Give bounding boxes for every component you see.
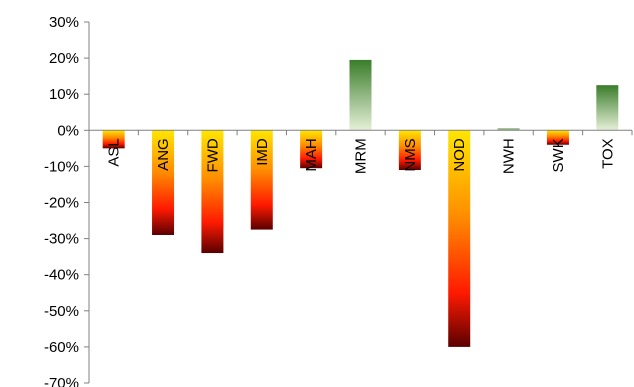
bar-asl xyxy=(102,130,125,149)
bar-ang xyxy=(152,130,175,235)
bar-tox xyxy=(596,85,619,131)
bar-fwd xyxy=(201,130,224,254)
y-axis: 30% 20% 10% 0% -10% -20% -30% -40% -50% -60% -70% xyxy=(44,14,90,387)
x-category-label: TOX xyxy=(599,138,616,169)
y-tick-label: -10% xyxy=(44,158,79,175)
y-tick-label: 10% xyxy=(49,86,79,103)
x-category-label: MRM xyxy=(353,138,370,174)
bar-nms xyxy=(398,130,421,171)
y-tick-label: -30% xyxy=(44,231,79,248)
x-category-label: ANG xyxy=(155,138,172,171)
x-category-label: NMS xyxy=(402,138,419,171)
bar-mah xyxy=(300,130,323,169)
bar-nwh xyxy=(497,128,520,131)
y-tick-label: 20% xyxy=(49,50,79,67)
y-tick-label: -20% xyxy=(44,195,79,212)
bar-nod xyxy=(448,130,471,347)
category-labels: ASL ANG FWD IMD MAH MRM NMS NOD NWH SWK TOX xyxy=(106,138,617,174)
bar-mrm xyxy=(349,59,372,131)
y-tick-label: -60% xyxy=(44,339,79,356)
x-category-label: NOD xyxy=(451,138,468,172)
y-tick-label: 0% xyxy=(57,122,79,139)
x-category-label: FWD xyxy=(204,138,221,172)
bar-imd xyxy=(250,130,273,230)
x-category-label: SWK xyxy=(550,138,567,172)
x-category-label: IMD xyxy=(254,138,271,166)
x-category-label: NWH xyxy=(501,138,518,174)
y-tick-label: -40% xyxy=(44,267,79,284)
y-tick-label: 30% xyxy=(49,14,79,31)
bars xyxy=(102,59,619,347)
x-category-label: ASL xyxy=(106,138,123,166)
x-axis xyxy=(89,129,633,136)
x-category-label: MAH xyxy=(303,138,320,171)
bar-swk xyxy=(546,130,569,145)
y-tick-label: -50% xyxy=(44,303,79,320)
y-tick-label: -70% xyxy=(44,375,79,387)
